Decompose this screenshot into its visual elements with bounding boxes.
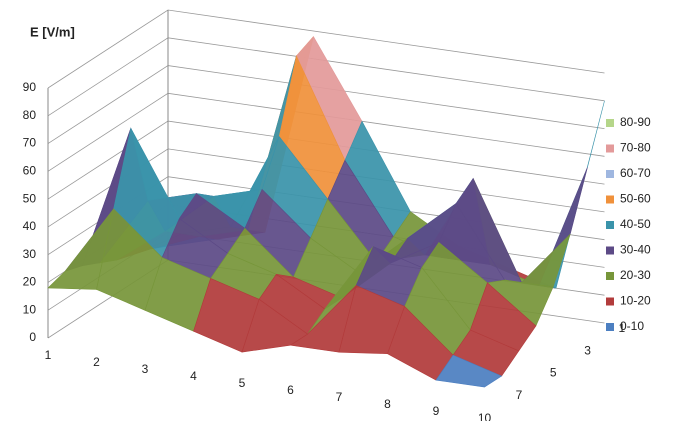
z-tick-label: 20 bbox=[23, 275, 37, 289]
legend-label: 70-80 bbox=[620, 141, 651, 155]
x-tick-label: 8 bbox=[384, 397, 391, 411]
z-tick-label: 90 bbox=[23, 80, 37, 94]
legend-swatch bbox=[606, 119, 614, 127]
z-tick-label: 70 bbox=[23, 136, 37, 150]
x-tick-label: 1 bbox=[45, 348, 52, 362]
legend-swatch bbox=[606, 323, 614, 331]
legend-label: 50-60 bbox=[620, 192, 651, 206]
legend-swatch bbox=[606, 144, 614, 153]
depth-tick-label: 5 bbox=[550, 366, 557, 380]
z-tick-label: 30 bbox=[23, 247, 37, 261]
legend-swatch bbox=[606, 246, 614, 255]
depth-tick-label: 7 bbox=[516, 388, 523, 402]
legend-swatch bbox=[606, 297, 614, 306]
legend-label: 80-90 bbox=[620, 115, 651, 129]
chart-title: E [V/m] bbox=[30, 24, 75, 39]
legend-swatch bbox=[606, 195, 614, 204]
legend-label: 0-10 bbox=[620, 319, 644, 333]
legend-label: 10-20 bbox=[620, 294, 651, 308]
x-tick-label: 10 bbox=[478, 411, 492, 421]
legend-label: 30-40 bbox=[620, 243, 651, 257]
depth-tick-label: 3 bbox=[584, 343, 591, 357]
depth-tick-label: 1 bbox=[619, 321, 626, 335]
x-tick-label: 9 bbox=[433, 404, 440, 418]
x-tick-label: 7 bbox=[336, 390, 343, 404]
legend-swatch bbox=[606, 272, 614, 280]
x-tick-label: 5 bbox=[239, 376, 246, 390]
legend-swatch bbox=[606, 170, 614, 178]
legend-swatch bbox=[606, 221, 614, 229]
z-tick-label: 80 bbox=[23, 108, 37, 122]
surface-patch bbox=[435, 354, 503, 388]
z-tick-label: 50 bbox=[23, 191, 37, 205]
legend-label: 20-30 bbox=[620, 268, 651, 282]
x-tick-label: 6 bbox=[287, 383, 294, 397]
z-tick-label: 10 bbox=[23, 302, 37, 316]
x-tick-label: 4 bbox=[190, 369, 197, 383]
legend-label: 60-70 bbox=[620, 166, 651, 180]
x-tick-label: 2 bbox=[93, 355, 100, 369]
x-tick-label: 3 bbox=[142, 362, 149, 376]
z-tick-label: 40 bbox=[23, 219, 37, 233]
legend-label: 40-50 bbox=[620, 217, 651, 231]
z-tick-label: 60 bbox=[23, 164, 37, 178]
z-tick-label: 0 bbox=[29, 330, 36, 344]
